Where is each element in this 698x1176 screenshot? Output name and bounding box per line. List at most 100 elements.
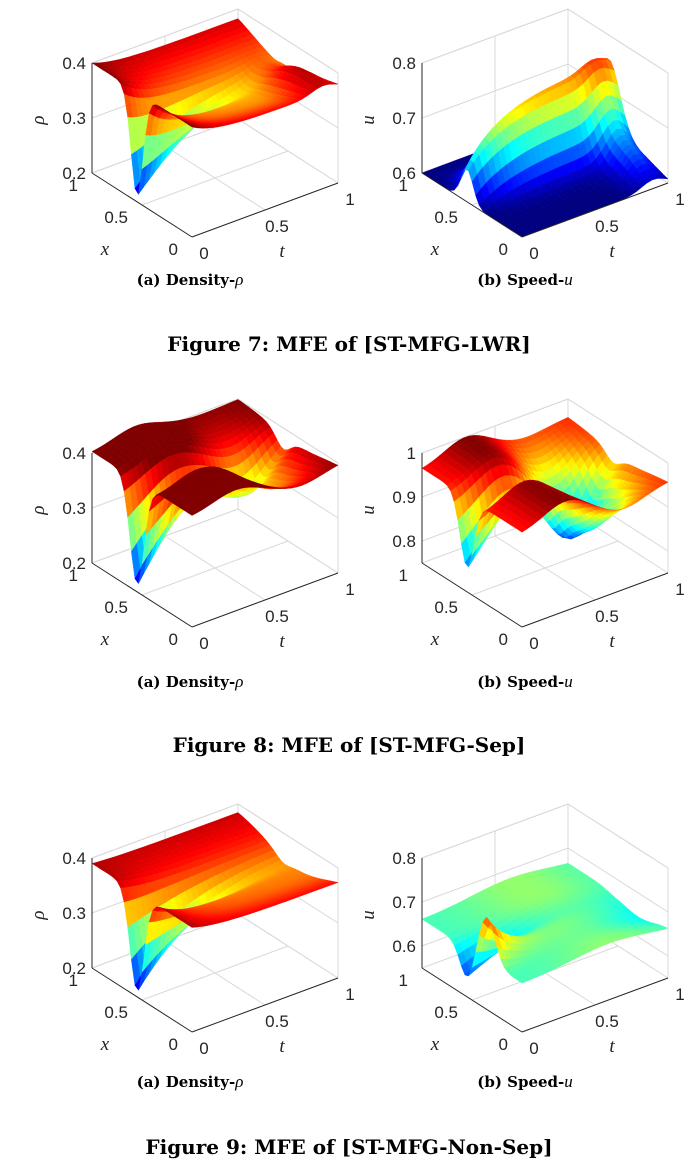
x-tick-label: 0.5 (434, 208, 458, 227)
t-tick-label: 0.5 (595, 607, 619, 626)
x-tick-label: 0 (499, 630, 508, 649)
z-tick-label: 0.7 (392, 109, 416, 128)
z-tick-label: 0.3 (62, 904, 86, 923)
surface-mesh (91, 18, 339, 195)
z-tick-label: 0.3 (62, 499, 86, 518)
t-tick-label: 1 (345, 985, 354, 1004)
z-tick-label: 0.4 (62, 54, 86, 73)
panel-8a: 0.4 0.3 0.2 ρ 1 0.5 0 x 0 0.5 1 t (28, 398, 355, 665)
panel-7b: 0.8 0.7 0.6 u 1 0.5 0 x 0 0.5 1 t (358, 8, 685, 265)
surface-mesh (421, 417, 669, 568)
subcaption-7b: (b) Speed-u (477, 270, 573, 289)
t-tick-label: 1 (345, 190, 354, 209)
z-axis-label: ρ (28, 910, 49, 920)
x-tick-label: 1 (399, 176, 408, 195)
t-tick-label: 0 (529, 244, 538, 263)
t-tick-label: 0 (199, 244, 208, 263)
figure-caption-9: Figure 9: MFE of [ST-MFG-Non-Sep] (145, 1135, 553, 1159)
z-tick-label: 0.2 (62, 164, 86, 183)
x-axis-label: x (430, 1034, 440, 1055)
surface-plot-density: 0.4 0.3 0.2 ρ 1 0.5 0 x 0 0.5 1 t (28, 803, 355, 1058)
t-axis-label: t (279, 631, 285, 652)
surface-plot-speed: 0.8 0.7 0.6 u 1 0.5 0 x 0 0.5 1 t (358, 803, 685, 1058)
axis-lines (91, 858, 339, 1033)
z-tick-label: 0.7 (392, 893, 416, 912)
x-tick-label: 0 (499, 240, 508, 259)
t-tick-label: 0.5 (595, 217, 619, 236)
surface-plot-speed: 0.8 0.7 0.6 u 1 0.5 0 x 0 0.5 1 t (358, 8, 685, 263)
figure-caption-8: Figure 8: MFE of [ST-MFG-Sep] (172, 733, 526, 757)
t-tick-label: 1 (675, 580, 684, 599)
figure-9: 0.4 0.3 0.2 ρ 1 0.5 0 x 0 0.5 1 t 0.8 0.7 0.6 u 1 0.5 0 x 0… (0, 803, 698, 1176)
t-axis-label: t (279, 241, 285, 262)
z-tick-label: 0.3 (62, 109, 86, 128)
x-axis-label: x (100, 239, 110, 260)
figure-8: 0.4 0.3 0.2 ρ 1 0.5 0 x 0 0.5 1 t 1 0.9 0.8 u 1 0.5 0 x 0 0.… (0, 398, 698, 760)
x-tick-label: 0.5 (434, 598, 458, 617)
surface-mesh (421, 57, 669, 238)
axis-lines (421, 63, 669, 238)
subcaption-9a: (a) Density-ρ (136, 1072, 244, 1091)
x-tick-label: 1 (69, 971, 78, 990)
t-tick-label: 0.5 (265, 217, 289, 236)
z-axis-label: ρ (28, 115, 49, 125)
axis-lines (421, 453, 669, 628)
axis-lines (421, 858, 669, 1033)
t-tick-label: 0.5 (595, 1012, 619, 1031)
t-tick-label: 0.5 (265, 1012, 289, 1031)
subcaption-8a: (a) Density-ρ (136, 672, 244, 691)
t-tick-label: 0 (529, 634, 538, 653)
x-tick-label: 0 (169, 630, 178, 649)
z-tick-label: 0.2 (62, 959, 86, 978)
z-axis-label: u (358, 115, 379, 125)
x-axis-label: x (430, 239, 440, 260)
t-tick-label: 0 (199, 634, 208, 653)
t-axis-label: t (279, 1036, 285, 1057)
surface-plot-speed: 1 0.9 0.8 u 1 0.5 0 x 0 0.5 1 t (358, 398, 685, 653)
x-tick-label: 0 (169, 1035, 178, 1054)
t-tick-label: 1 (675, 190, 684, 209)
t-axis-label: t (609, 241, 615, 262)
z-tick-label: 0.8 (392, 54, 416, 73)
z-tick-label: 0.4 (62, 444, 86, 463)
z-axis-label: u (358, 910, 379, 920)
t-tick-label: 1 (345, 580, 354, 599)
z-tick-label: 0.8 (392, 849, 416, 868)
subcaption-7a: (a) Density-ρ (136, 270, 244, 289)
surface-mesh (421, 862, 669, 984)
z-tick-label: 0.9 (392, 488, 416, 507)
x-tick-label: 1 (399, 566, 408, 585)
x-tick-label: 0.5 (104, 598, 128, 617)
t-axis-label: t (609, 1036, 615, 1057)
x-tick-label: 1 (69, 566, 78, 585)
z-tick-label: 0.4 (62, 849, 86, 868)
z-axis-label: u (358, 505, 379, 515)
t-axis-label: t (609, 631, 615, 652)
surface-plot-density: 0.4 0.3 0.2 ρ 1 0.5 0 x 0 0.5 1 t (28, 8, 355, 263)
z-tick-label: 0.6 (392, 937, 416, 956)
subcaption-8b: (b) Speed-u (477, 672, 573, 691)
z-tick-label: 0.8 (392, 532, 416, 551)
surface-mesh (91, 812, 339, 991)
t-tick-label: 1 (675, 985, 684, 1004)
x-tick-label: 0 (169, 240, 178, 259)
t-tick-label: 0.5 (265, 607, 289, 626)
z-tick-label: 1 (407, 444, 416, 463)
z-tick-label: 0.2 (62, 554, 86, 573)
figure-7: 0.4 0.3 0.2 ρ 1 0.5 0 x 0 0.5 1 t 0.8 0.7 0.6 u 1 0.5 0 x 0… (0, 0, 698, 360)
panel-9a: 0.4 0.3 0.2 ρ 1 0.5 0 x 0 0.5 1 t (28, 803, 355, 1070)
surface-plot-density: 0.4 0.3 0.2 ρ 1 0.5 0 x 0 0.5 1 t (28, 398, 355, 653)
x-axis-label: x (100, 629, 110, 650)
x-tick-label: 1 (69, 176, 78, 195)
x-tick-label: 0.5 (434, 1003, 458, 1022)
x-axis-label: x (430, 629, 440, 650)
t-tick-label: 0 (199, 1039, 208, 1058)
z-tick-label: 0.6 (392, 164, 416, 183)
x-axis-label: x (100, 1034, 110, 1055)
z-axis-label: ρ (28, 505, 49, 515)
panel-7a: 0.4 0.3 0.2 ρ 1 0.5 0 x 0 0.5 1 t (28, 8, 355, 265)
axis-lines (91, 453, 339, 628)
x-tick-label: 0 (499, 1035, 508, 1054)
subcaption-9b: (b) Speed-u (477, 1072, 573, 1091)
x-tick-label: 1 (399, 971, 408, 990)
